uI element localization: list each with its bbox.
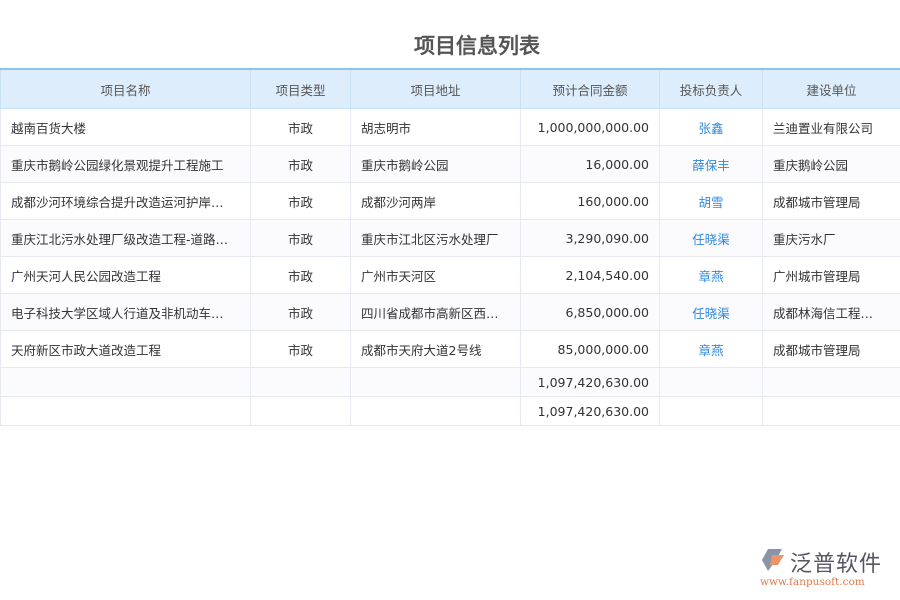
table-row[interactable]: 重庆市鹅岭公园绿化景观提升工程施工 市政 重庆市鹅岭公园 16,000.00 薛保丰 重庆… — [0, 145, 900, 183]
cell-contract-amount: 85,000,000.00 — [520, 330, 660, 368]
cell-project-address: 胡志明市 — [350, 108, 521, 146]
column-header-project-type[interactable]: 项目类型 — [250, 68, 351, 109]
cell-project-type: 市政 — [250, 219, 351, 257]
empty-cell — [350, 396, 521, 426]
page-title: 项目信息列表 — [414, 34, 540, 58]
cell-project-type: 市政 — [250, 256, 351, 294]
cell-project-type: 市政 — [250, 330, 351, 368]
cell-project-name: 电子科技大学区域人行道及非机动车… — [0, 293, 251, 331]
empty-cell — [250, 396, 351, 426]
cell-project-address: 重庆市江北区污水处理厂 — [350, 219, 521, 257]
cell-construction-unit: 重庆鹅岭公园 — [762, 145, 900, 183]
cell-project-type: 市政 — [250, 108, 351, 146]
empty-cell — [0, 367, 251, 397]
empty-cell — [659, 396, 763, 426]
cell-construction-unit: 成都林海信工程… — [762, 293, 900, 331]
empty-cell — [762, 367, 900, 397]
table-row[interactable]: 成都沙河环境综合提升改造运河护岸… 市政 成都沙河两岸 160,000.00 胡雪 成都城… — [0, 182, 900, 220]
cell-project-name: 重庆江北污水处理厂级改造工程-道路… — [0, 219, 251, 257]
cell-project-name: 广州天河人民公园改造工程 — [0, 256, 251, 294]
cell-project-address: 成都沙河两岸 — [350, 182, 521, 220]
cell-construction-unit: 兰迪置业有限公司 — [762, 108, 900, 146]
cell-bid-owner-link[interactable]: 章燕 — [659, 330, 763, 368]
cell-project-name: 越南百货大楼 — [0, 108, 251, 146]
column-header-bid-owner[interactable]: 投标负责人 — [659, 68, 763, 109]
cell-project-type: 市政 — [250, 293, 351, 331]
cell-project-name: 天府新区市政大道改造工程 — [0, 330, 251, 368]
empty-cell — [762, 396, 900, 426]
cell-project-type: 市政 — [250, 145, 351, 183]
total-amount: 1,097,420,630.00 — [520, 367, 660, 397]
total-row: 1,097,420,630.00 — [0, 367, 900, 397]
table-row[interactable]: 天府新区市政大道改造工程 市政 成都市天府大道2号线 85,000,000.00 章燕成… — [0, 330, 900, 368]
logo-mark-icon — [762, 549, 784, 571]
cell-project-address: 成都市天府大道2号线 — [350, 330, 521, 368]
fanpusoft-logo: 泛普软件 www.fanpusoft.com — [760, 546, 890, 592]
cell-construction-unit: 成都城市管理局 — [762, 182, 900, 220]
cell-bid-owner-link[interactable]: 胡雪 — [659, 182, 763, 220]
cell-project-name: 重庆市鹅岭公园绿化景观提升工程施工 — [0, 145, 251, 183]
table-row[interactable]: 电子科技大学区域人行道及非机动车… 市政 四川省成都市高新区西… 6,850,000.… — [0, 293, 900, 331]
cell-construction-unit: 重庆污水厂 — [762, 219, 900, 257]
total-row: 1,097,420,630.00 — [0, 396, 900, 426]
project-table: 项目名称 项目类型 项目地址 预计合同金额 投标负责人 建设单位 越南百货大楼 市政 胡志明市… — [0, 68, 900, 426]
table-row[interactable]: 广州天河人民公园改造工程 市政 广州市天河区 2,104,540.00 章燕 广州城市管理… — [0, 256, 900, 294]
column-header-construction-unit[interactable]: 建设单位 — [762, 68, 900, 109]
cell-bid-owner-link[interactable]: 任晓渠 — [659, 219, 763, 257]
column-header-contract-amount[interactable]: 预计合同金额 — [520, 68, 660, 109]
cell-bid-owner-link[interactable]: 张鑫 — [659, 108, 763, 146]
cell-contract-amount: 16,000.00 — [520, 145, 660, 183]
total-amount: 1,097,420,630.00 — [520, 396, 660, 426]
empty-cell — [0, 396, 251, 426]
cell-project-address: 广州市天河区 — [350, 256, 521, 294]
column-header-project-name[interactable]: 项目名称 — [0, 68, 251, 109]
cell-contract-amount: 6,850,000.00 — [520, 293, 660, 331]
cell-construction-unit: 广州城市管理局 — [762, 256, 900, 294]
empty-cell — [659, 367, 763, 397]
cell-bid-owner-link[interactable]: 章燕 — [659, 256, 763, 294]
cell-construction-unit: 成都城市管理局 — [762, 330, 900, 368]
cell-project-name: 成都沙河环境综合提升改造运河护岸… — [0, 182, 251, 220]
cell-bid-owner-link[interactable]: 任晓渠 — [659, 293, 763, 331]
table-row[interactable]: 重庆江北污水处理厂级改造工程-道路… 市政 重庆市江北区污水处理厂 3,290,090… — [0, 219, 900, 257]
cell-bid-owner-link[interactable]: 薛保丰 — [659, 145, 763, 183]
table-row[interactable]: 越南百货大楼 市政 胡志明市 1,000,000,000.00 张鑫 兰迪置业有限公司 — [0, 108, 900, 146]
cell-contract-amount: 160,000.00 — [520, 182, 660, 220]
cell-contract-amount: 1,000,000,000.00 — [520, 108, 660, 146]
cell-project-address: 四川省成都市高新区西… — [350, 293, 521, 331]
cell-project-type: 市政 — [250, 182, 351, 220]
empty-cell — [350, 367, 521, 397]
cell-contract-amount: 3,290,090.00 — [520, 219, 660, 257]
cell-project-address: 重庆市鹅岭公园 — [350, 145, 521, 183]
cell-contract-amount: 2,104,540.00 — [520, 256, 660, 294]
empty-cell — [250, 367, 351, 397]
column-header-project-address[interactable]: 项目地址 — [350, 68, 521, 109]
